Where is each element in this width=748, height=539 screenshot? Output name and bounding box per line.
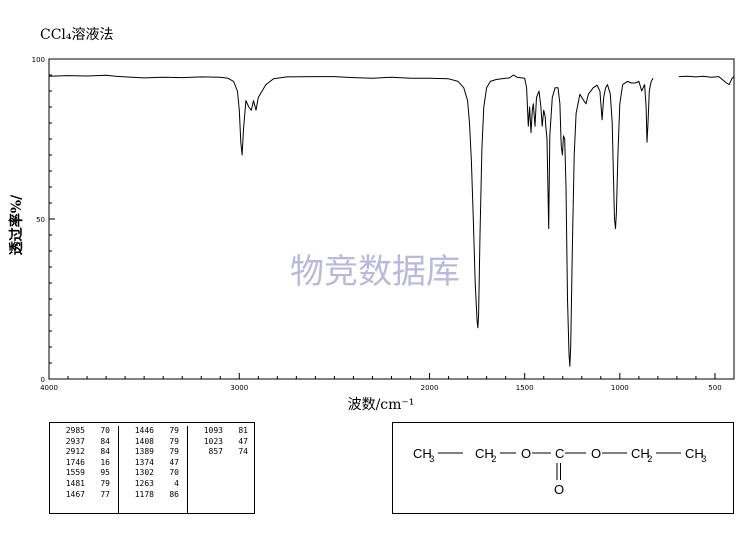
peak-transmittance: 79 [169, 436, 179, 446]
peak-row: 1389 79 [119, 447, 188, 458]
structure-formula-box: CH 3 CH 2 O C O CH 2 CH 3 O [392, 422, 734, 514]
peak-wavenumber: 1374 [134, 457, 154, 467]
peak-row: 1374 47 [119, 458, 188, 469]
peak-wavenumber: 1746 [65, 457, 85, 467]
x-tick-label: 2000 [421, 384, 439, 392]
peak-transmittance: 70 [169, 468, 179, 478]
chem-group: O [521, 446, 531, 461]
y-tick-label: 100 [32, 56, 45, 64]
peak-transmittance: 81 [238, 426, 248, 435]
peak-transmittance: 84 [100, 436, 110, 446]
peak-row: 1446 79 [119, 426, 188, 437]
peak-row: 2912 84 [50, 447, 118, 458]
spectrum-line-2 [678, 75, 735, 86]
peak-wavenumber: 2937 [65, 436, 85, 446]
peak-transmittance: 79 [169, 426, 179, 435]
y-axis-title: 透过率%/ [8, 194, 25, 255]
chem-group: C [555, 446, 564, 461]
y-tick-label: 50 [36, 216, 45, 224]
peak-wavenumber: 1559 [65, 468, 85, 478]
plot-frame [48, 58, 735, 380]
peak-row: 1481 79 [50, 479, 118, 490]
x-tick-label: 3000 [230, 384, 248, 392]
peak-transmittance: 74 [238, 447, 248, 457]
y-axis-ticks: 0 50 100 [32, 56, 55, 384]
peak-transmittance: 77 [100, 489, 110, 499]
peak-transmittance: 95 [100, 468, 110, 478]
x-axis-ticks: 4000 3000 2000 1500 1000 500 [40, 373, 735, 392]
peak-wavenumber: 857 [208, 447, 223, 457]
chem-group: CH [631, 446, 650, 461]
watermark: 物竞数据库 [290, 252, 460, 292]
peak-wavenumber: 1263 [134, 478, 154, 488]
peak-row: 2985 70 [50, 426, 118, 437]
peak-row: 1178 86 [119, 490, 188, 501]
peak-wavenumber: 1481 [65, 478, 85, 488]
peak-transmittance: 84 [100, 447, 110, 457]
peak-row: 1023 47 [188, 437, 257, 448]
peak-wavenumber: 1093 [203, 426, 223, 435]
x-tick-label: 1500 [516, 384, 534, 392]
peak-column-3: 1093 81 1023 47 857 74 [187, 426, 257, 513]
peak-transmittance: 47 [169, 457, 179, 467]
peak-transmittance: 86 [169, 489, 179, 499]
peak-row: 1559 95 [50, 468, 118, 479]
peak-column-1: 2985 70 2937 84 2912 84 1746 16 1559 95 1481 79 1467… [50, 426, 118, 513]
chem-group: CH [685, 446, 704, 461]
peak-column-2: 1446 79 1408 79 1389 79 1374 47 1302 70 1263 4 1178 8… [118, 426, 188, 513]
peak-wavenumber: 1302 [134, 468, 154, 478]
peak-row: 1408 79 [119, 437, 188, 448]
peak-transmittance: 79 [100, 478, 110, 488]
peak-transmittance: 47 [238, 436, 248, 446]
chem-subscript: 2 [647, 454, 652, 464]
x-tick-label: 1000 [611, 384, 629, 392]
peak-wavenumber: 1467 [65, 489, 85, 499]
peak-transmittance: 70 [100, 426, 110, 435]
y-tick-label: 0 [41, 376, 45, 384]
chem-subscript: 3 [429, 454, 434, 464]
peak-transmittance: 16 [100, 457, 110, 467]
peak-row: 1302 70 [119, 468, 188, 479]
peak-transmittance: 79 [169, 447, 179, 457]
peak-row: 1467 77 [50, 490, 118, 501]
peak-wavenumber: 1446 [134, 426, 154, 435]
spectrum-series [48, 74, 735, 367]
peak-row: 1746 16 [50, 458, 118, 469]
peak-wavenumber: 1389 [134, 447, 154, 457]
peak-wavenumber: 2985 [65, 426, 85, 435]
peak-wavenumber: 1178 [134, 489, 154, 499]
peak-row: 1093 81 [188, 426, 257, 437]
page-title: CCl₄溶液法 [40, 27, 114, 43]
peak-wavenumber: 1023 [203, 436, 223, 446]
x-axis-title: 波数/cm⁻¹ [348, 397, 415, 413]
x-tick-label: 500 [708, 384, 721, 392]
chem-subscript: 3 [701, 454, 706, 464]
peak-transmittance: 4 [174, 478, 179, 488]
peak-wavenumber: 1408 [134, 436, 154, 446]
peak-row: 2937 84 [50, 437, 118, 448]
ir-spectrum-chart: 4000 3000 2000 1500 1000 500 0 50 100 物竞数据库 波数/… [8, 56, 735, 413]
chem-group: CH [413, 446, 432, 461]
peak-row: 1263 4 [119, 479, 188, 490]
chem-carbonyl-oxygen: O [554, 482, 564, 497]
peak-table: 2985 70 2937 84 2912 84 1746 16 1559 95 1481 79 1467… [49, 422, 255, 514]
spectrum-line-1 [48, 74, 654, 367]
x-tick-label: 4000 [40, 384, 58, 392]
peak-row: 857 74 [188, 447, 257, 458]
peak-wavenumber: 2912 [65, 447, 85, 457]
chem-group: CH [475, 446, 494, 461]
chem-group: O [591, 446, 601, 461]
chem-subscript: 2 [491, 454, 496, 464]
